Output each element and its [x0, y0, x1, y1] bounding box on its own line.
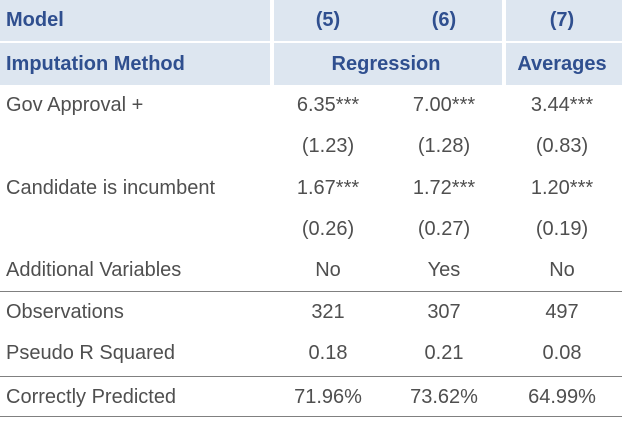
- cell-value: (1.28): [417, 135, 471, 157]
- row-label: Additional Variables: [6, 259, 182, 281]
- cell-value: Yes: [427, 259, 461, 281]
- cell-value: No: [549, 259, 575, 281]
- row-label: Observations: [6, 301, 124, 323]
- table-row-incumbent: Candidate is incumbent 1.67*** 1.72*** 1…: [0, 167, 622, 209]
- table-row-pseudo-r-squared: Pseudo R Squared 0.18 0.21 0.08: [0, 333, 622, 374]
- row-label: [0, 126, 270, 167]
- imputation-regression: Regression: [331, 52, 441, 75]
- cell-value: 6.35***: [296, 94, 360, 116]
- row-label: Correctly Predicted: [6, 385, 177, 408]
- model-col-5: (5): [315, 9, 341, 31]
- table-row-gov-approval: Gov Approval + 6.35*** 7.00*** 3.44***: [0, 85, 622, 126]
- table-row-incumbent-se: (0.26) (0.27) (0.19): [0, 209, 622, 250]
- cell-value: 7.00***: [412, 94, 476, 116]
- model-label: Model: [6, 9, 64, 31]
- table-row-correctly-predicted: Correctly Predicted 71.96% 73.62% 64.99%: [0, 378, 622, 416]
- cell-value: 64.99%: [528, 385, 596, 408]
- cell-value: 0.18: [308, 342, 348, 364]
- cell-value: 73.62%: [410, 385, 478, 408]
- cell-value: 321: [311, 301, 345, 323]
- cell-value: (0.83): [535, 135, 589, 157]
- row-label: [0, 209, 270, 250]
- cell-value: 307: [427, 301, 461, 323]
- cell-value: (0.19): [535, 218, 589, 240]
- row-label: Gov Approval +: [6, 94, 144, 116]
- cell-value: 1.72***: [412, 176, 476, 199]
- header-row-imputation: Imputation Method Regression Averages: [0, 43, 622, 85]
- model-col-7: (7): [549, 9, 575, 31]
- table-row-observations: Observations 321 307 497: [0, 292, 622, 333]
- imputation-averages: Averages: [517, 52, 607, 75]
- table-bottom-rule: [0, 416, 622, 417]
- table-row-gov-approval-se: (1.23) (1.28) (0.83): [0, 126, 622, 167]
- row-label: Candidate is incumbent: [6, 176, 216, 199]
- cell-value: (1.23): [301, 135, 355, 157]
- cell-value: 71.96%: [294, 385, 362, 408]
- model-col-6: (6): [431, 9, 457, 31]
- cell-value: 3.44***: [530, 94, 594, 116]
- cell-value: 497: [545, 301, 579, 323]
- row-label: Pseudo R Squared: [6, 342, 176, 364]
- cell-value: 0.21: [424, 342, 464, 364]
- imputation-label: Imputation Method: [6, 52, 185, 75]
- cell-value: (0.27): [417, 218, 471, 240]
- cell-value: 1.20***: [530, 176, 594, 199]
- table-row-additional-variables: Additional Variables No Yes No: [0, 250, 622, 291]
- cell-value: 1.67***: [296, 176, 360, 199]
- cell-value: 0.08: [542, 342, 582, 364]
- cell-value: (0.26): [301, 218, 355, 240]
- cell-value: No: [315, 259, 341, 281]
- header-row-model: Model (5) (6) (7): [0, 0, 622, 41]
